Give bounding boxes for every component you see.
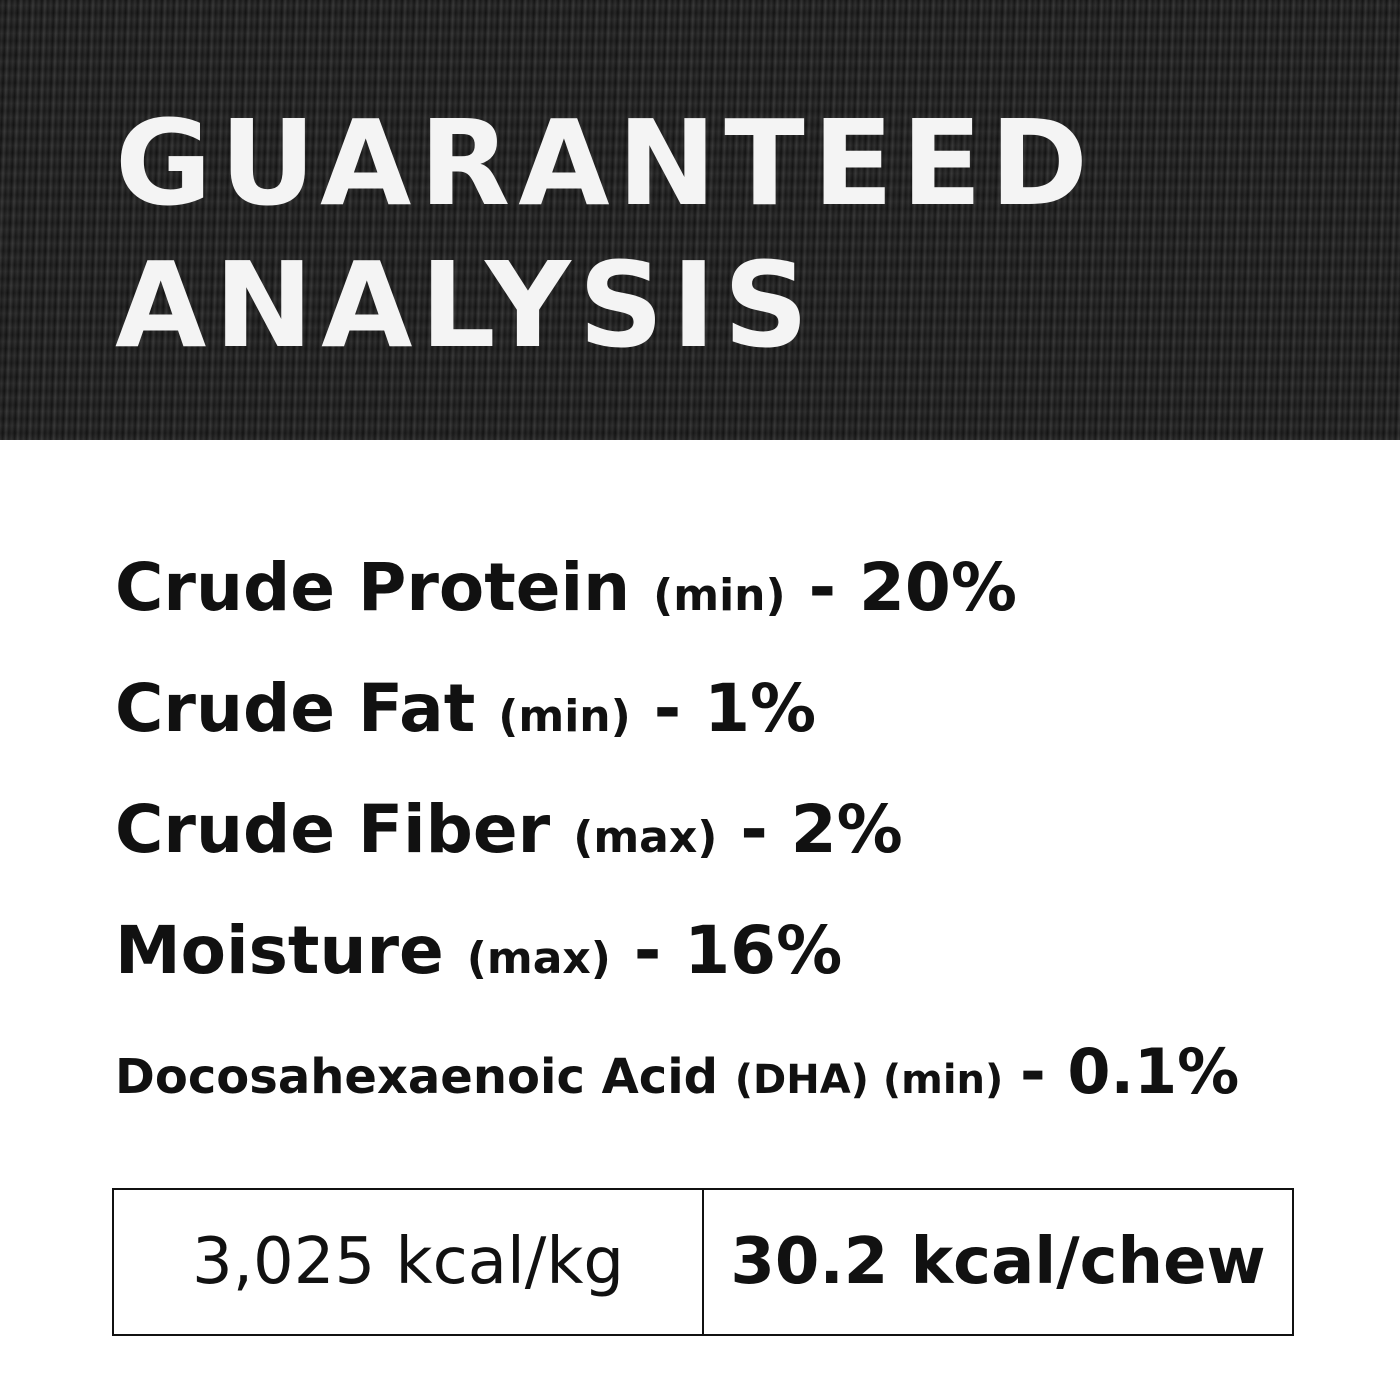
nutrient-name: Crude Protein: [115, 549, 631, 626]
qualifier: (max): [466, 933, 611, 984]
analysis-row: Crude Fat (min) - 1%: [115, 666, 1239, 787]
value: - 16%: [633, 912, 843, 989]
title-line-2: ANALYSIS: [115, 236, 817, 374]
value: - 0.1%: [1020, 1035, 1240, 1108]
analysis-row: Crude Protein (min) - 20%: [115, 545, 1239, 666]
analysis-row: Moisture (max) - 16%: [115, 908, 1239, 1029]
qualifier: (min): [653, 570, 786, 621]
value: - 20%: [808, 549, 1017, 626]
title-line-1: GUARANTEED: [115, 94, 1096, 232]
qualifier: (min): [498, 691, 631, 742]
analysis-row: Docosahexaenoic Acid (DHA) (min) - 0.1%: [115, 1029, 1239, 1150]
analysis-list: Crude Protein (min) - 20% Crude Fat (min…: [115, 545, 1239, 1150]
page-title: GUARANTEED ANALYSIS: [115, 92, 1096, 376]
nutrient-name: Crude Fat: [115, 670, 476, 747]
value: - 2%: [740, 791, 903, 868]
nutrient-name: Crude Fiber: [115, 791, 551, 868]
kcal-per-kg: 3,025 kcal/kg: [191, 1225, 625, 1299]
qualifier: (DHA) (min): [734, 1057, 1004, 1103]
analysis-row: Crude Fiber (max) - 2%: [115, 787, 1239, 908]
header-banner: GUARANTEED ANALYSIS: [0, 0, 1400, 440]
qualifier: (max): [573, 812, 718, 863]
nutrient-name: Moisture: [115, 912, 444, 989]
value: - 1%: [653, 670, 817, 747]
calorie-table: 3,025 kcal/kg 30.2 kcal/chew: [112, 1188, 1294, 1336]
nutrient-name: Docosahexaenoic Acid: [115, 1049, 719, 1105]
kcal-per-chew: 30.2 kcal/chew: [702, 1190, 1292, 1334]
